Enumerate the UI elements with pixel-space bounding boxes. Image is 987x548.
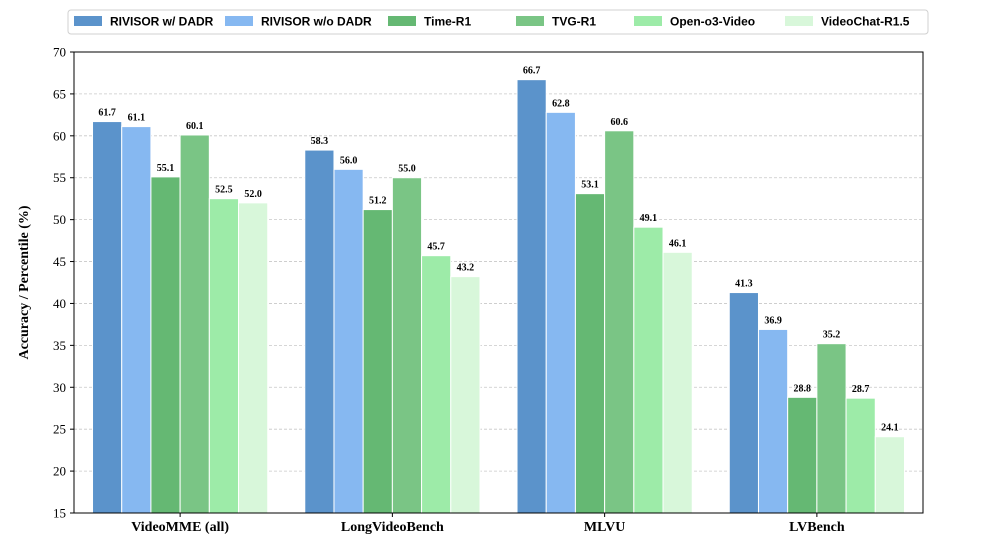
bar-rivisor-w-o-dadr-2 [545, 111, 576, 514]
y-tick-label: 30 [53, 380, 66, 395]
bar-videochat-r1-5-0 [238, 202, 269, 514]
bar-time-r1-1 [362, 209, 393, 514]
bar-value-label: 36.9 [764, 315, 782, 326]
legend-label: VideoChat-R1.5 [821, 15, 910, 29]
bar-value-label: 66.7 [523, 66, 541, 77]
bar-open-o3-video-2 [633, 226, 664, 514]
bar-rivisor-w-o-dadr-0 [121, 126, 152, 514]
x-tick-label: MLVU [584, 520, 626, 535]
bars [92, 79, 905, 514]
bar-value-label: 61.7 [98, 108, 116, 119]
bar-value-label: 24.1 [881, 423, 899, 434]
y-tick-label: 40 [53, 296, 66, 311]
legend-item: Open-o3-Video [634, 15, 755, 29]
legend-item: RIVISOR w/o DADR [225, 15, 372, 29]
legend-frame [67, 9, 929, 35]
bar-open-o3-video-0 [208, 198, 240, 514]
bar-value-label: 62.8 [552, 98, 570, 109]
bar-videochat-r1-5-1 [450, 276, 481, 514]
legend-label: Time-R1 [424, 15, 471, 29]
y-tick-label: 20 [53, 464, 66, 479]
bar-value-label: 55.0 [398, 164, 416, 175]
bar-tvg-r1-0 [179, 134, 210, 514]
bar-value-label: 41.3 [735, 279, 753, 290]
y-tick-label: 55 [53, 170, 66, 185]
x-axis-ticks: VideoMME (all) LongVideoBench MLVU LVBench [131, 513, 845, 535]
bar-value-label: 46.1 [669, 238, 687, 249]
y-tick-label: 35 [53, 338, 66, 353]
bar-value-label: 52.5 [215, 185, 233, 196]
y-axis-title: Accuracy / Percentile (%) [17, 205, 32, 359]
bar-value-label: 49.1 [640, 213, 658, 224]
bar-value-label: 28.8 [794, 383, 812, 394]
legend-label: RIVISOR w/ DADR [110, 15, 214, 29]
bar-tvg-r1-2 [604, 130, 635, 514]
y-axis-ticks: 15 20 25 30 35 40 45 50 55 60 65 70 [53, 45, 74, 521]
bar-value-label: 52.0 [244, 189, 262, 200]
bar-rivisor-w-dadr-2 [516, 79, 547, 514]
bar-time-r1-0 [150, 176, 181, 514]
bar-value-label: 60.1 [186, 121, 204, 132]
bar-rivisor-w-dadr-0 [92, 121, 123, 514]
bar-value-label: 58.3 [311, 136, 329, 147]
bar-value-label: 53.1 [581, 180, 599, 191]
bar-value-label: 28.7 [852, 384, 870, 395]
bar-open-o3-video-3 [845, 397, 876, 514]
legend-label: TVG-R1 [552, 15, 596, 29]
value-labels: 61.7 61.1 55.1 60.1 52.5 52.0 58.3 56.0 51.2 55.0… [98, 66, 898, 434]
legend: RIVISOR w/ DADR RIVISOR w/o DADR Time-R1 TV… [67, 9, 929, 35]
bar-rivisor-w-dadr-1 [304, 149, 335, 514]
bar-tvg-r1-1 [391, 177, 423, 514]
legend-swatch [785, 16, 813, 26]
legend-item: VideoChat-R1.5 [785, 15, 910, 29]
x-tick-label: VideoMME (all) [131, 520, 229, 535]
y-tick-label: 25 [53, 422, 66, 437]
legend-swatch [74, 16, 102, 26]
bar-value-label: 56.0 [340, 155, 358, 166]
bar-rivisor-w-dadr-3 [728, 292, 759, 514]
bar-open-o3-video-1 [421, 255, 452, 514]
bar-tvg-r1-3 [816, 343, 847, 514]
legend-item: TVG-R1 [516, 15, 596, 29]
y-tick-label: 45 [53, 254, 66, 269]
y-tick-label: 65 [53, 86, 66, 101]
y-tick-label: 70 [53, 45, 66, 60]
legend-item: RIVISOR w/ DADR [74, 15, 214, 29]
bar-value-label: 43.2 [457, 263, 475, 274]
legend-item: Time-R1 [388, 15, 471, 29]
bar-value-label: 51.2 [369, 196, 387, 207]
legend-label: RIVISOR w/o DADR [261, 15, 372, 29]
plot-frame [73, 51, 924, 514]
y-tick-label: 15 [53, 506, 66, 521]
y-tick-label: 60 [53, 128, 66, 143]
bar-time-r1-3 [787, 396, 818, 514]
bar-value-label: 61.1 [128, 113, 146, 124]
bar-value-label: 45.7 [427, 242, 445, 253]
bar-value-label: 60.6 [610, 117, 628, 128]
x-tick-label: LVBench [789, 520, 845, 535]
x-tick-label: LongVideoBench [341, 520, 444, 535]
legend-swatch [388, 16, 416, 26]
legend-label: Open-o3-Video [670, 15, 755, 29]
bar-time-r1-2 [574, 193, 606, 514]
y-tick-label: 50 [53, 212, 66, 227]
bar-value-label: 55.1 [157, 163, 175, 174]
legend-swatch [225, 16, 253, 26]
bar-value-label: 35.2 [823, 330, 841, 341]
bar-rivisor-w-o-dadr-1 [333, 168, 364, 514]
bar-rivisor-w-o-dadr-3 [757, 328, 789, 514]
bar-videochat-r1-5-3 [874, 436, 905, 514]
legend-swatch [634, 16, 662, 26]
legend-swatch [516, 16, 544, 26]
bar-videochat-r1-5-2 [662, 251, 693, 514]
